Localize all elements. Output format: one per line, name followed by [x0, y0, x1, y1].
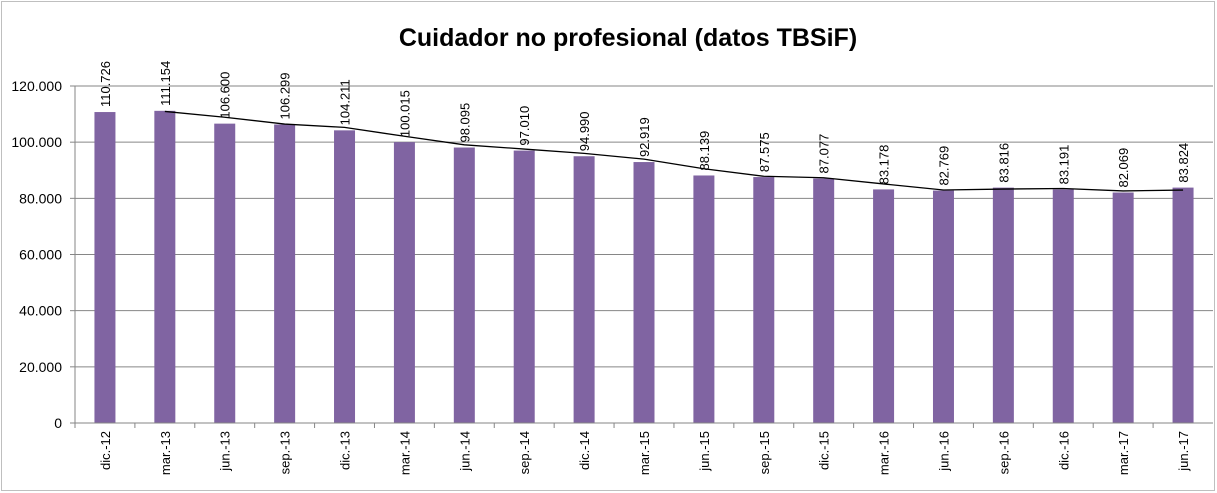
value-label: 110.726 — [98, 61, 113, 107]
value-label: 82.069 — [1116, 148, 1131, 188]
x-tick-label: dic.-15 — [817, 431, 832, 470]
bar — [334, 130, 356, 424]
value-label: 100.015 — [397, 90, 412, 137]
y-tick-label: 120.000 — [11, 78, 62, 94]
y-tick-label: 20.000 — [19, 359, 62, 375]
y-tick-label: 0 — [54, 415, 62, 431]
x-tick-label: dic.-14 — [577, 431, 592, 470]
bar — [94, 112, 116, 423]
x-tick-label: jun.-14 — [457, 431, 472, 472]
value-label: 83.824 — [1176, 143, 1191, 183]
y-tick-label: 60.000 — [19, 247, 62, 263]
x-tick-label: sep.-13 — [278, 431, 293, 474]
bar — [1172, 187, 1194, 423]
y-tick-label: 100.000 — [11, 134, 62, 150]
x-tick-label: dic.-16 — [1056, 431, 1071, 470]
value-label: 87.575 — [757, 132, 772, 172]
x-tick-label: sep.-15 — [757, 431, 772, 474]
x-tick-label: mar.-17 — [1116, 431, 1131, 475]
x-tick-label: mar.-15 — [637, 431, 652, 475]
x-tick-label: sep.-16 — [996, 431, 1011, 474]
bar — [813, 178, 835, 423]
value-label: 83.178 — [877, 145, 892, 185]
x-tick-label: sep.-14 — [517, 431, 532, 474]
y-tick-label: 80.000 — [19, 190, 62, 206]
bar — [573, 156, 595, 423]
value-label: 104.211 — [338, 79, 353, 125]
value-label: 106.600 — [218, 72, 233, 119]
value-label: 87.077 — [817, 134, 832, 174]
bar — [753, 177, 775, 423]
value-label: 97.010 — [517, 106, 532, 146]
bar — [633, 162, 655, 423]
x-tick-label: jun.-17 — [1176, 431, 1191, 472]
y-tick-label: 40.000 — [19, 303, 62, 319]
value-label: 82.769 — [936, 146, 951, 186]
x-tick-label: dic.-12 — [98, 431, 113, 470]
x-tick-label: jun.-15 — [697, 431, 712, 472]
bar — [1112, 192, 1134, 423]
x-tick-label: mar.-16 — [877, 431, 892, 475]
bar — [513, 150, 535, 423]
value-label: 98.095 — [457, 103, 472, 143]
bar — [274, 124, 296, 423]
chart-title: Cuidador no profesional (datos TBSiF) — [399, 24, 857, 52]
value-label: 111.154 — [158, 61, 173, 106]
value-label: 94.990 — [577, 111, 592, 151]
x-tick-label: jun.-16 — [936, 431, 951, 472]
value-label: 83.816 — [996, 143, 1011, 183]
trend-line — [164, 110, 1184, 192]
bar — [873, 189, 895, 423]
x-tick-label: dic.-13 — [338, 431, 353, 470]
x-tick-label: mar.-13 — [158, 431, 173, 475]
bar — [1052, 189, 1074, 423]
bar — [214, 123, 236, 424]
value-label: 106.299 — [278, 72, 293, 119]
x-tick-label: mar.-14 — [397, 431, 412, 475]
bar — [932, 190, 954, 423]
x-tick-label: jun.-13 — [218, 431, 233, 472]
bar — [393, 142, 415, 423]
bar — [453, 147, 475, 423]
value-label: 92.919 — [637, 117, 652, 157]
value-label: 83.191 — [1056, 145, 1071, 185]
value-label: 88.139 — [697, 131, 712, 171]
bar — [992, 187, 1014, 423]
bar — [154, 110, 176, 423]
bar — [693, 175, 715, 423]
